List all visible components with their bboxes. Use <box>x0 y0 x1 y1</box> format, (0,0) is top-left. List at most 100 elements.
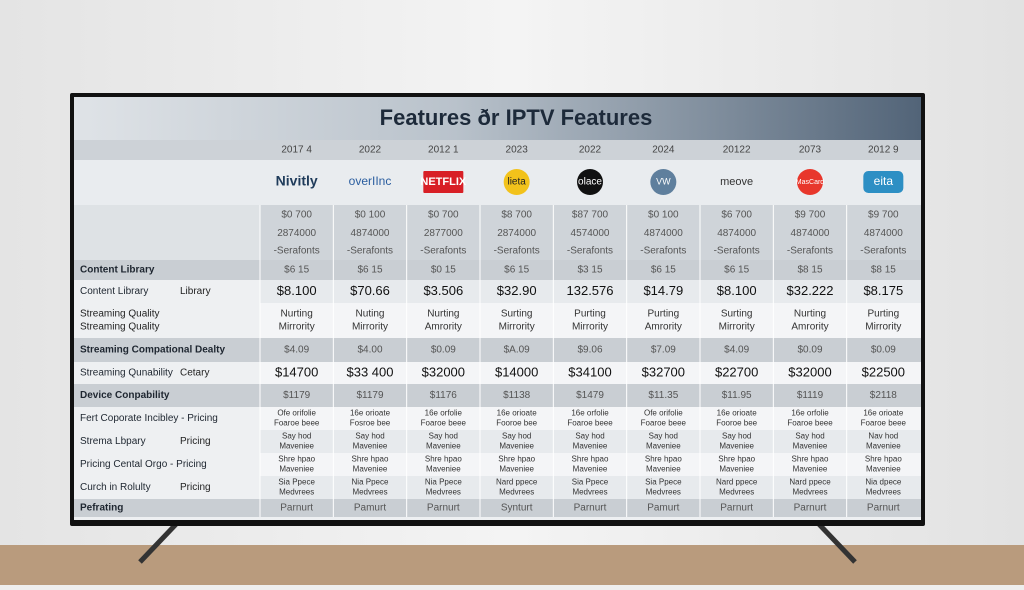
cell: Mirrority <box>719 322 755 333</box>
cell: Ofe orifolie <box>644 409 683 418</box>
cell: Amrority <box>425 322 462 333</box>
row-label-right: Cetary <box>180 368 209 379</box>
cell: $0.09 <box>871 345 896 356</box>
cell: Shre hpao <box>792 455 829 464</box>
cell: Mirrority <box>279 322 315 333</box>
row-bg <box>74 407 921 430</box>
cell: Maveniee <box>646 442 681 451</box>
cell: Say hod <box>429 432 458 441</box>
cell: -Serafonts <box>420 246 466 257</box>
cell: $0 15 <box>431 265 456 276</box>
cell: -Serafonts <box>494 246 540 257</box>
cell: Maveniee <box>793 442 828 451</box>
brand: meove <box>720 176 753 188</box>
row-label: Streaming Qunability <box>80 368 173 379</box>
cell: Purting <box>574 309 606 320</box>
cell: $32.222 <box>787 283 834 298</box>
cell: $4.09 <box>724 345 749 356</box>
cell: Surting <box>721 309 753 320</box>
cell: 4874000 <box>717 228 756 239</box>
cell: Fosroe bee <box>350 419 391 428</box>
row-label: Content Library <box>80 286 148 297</box>
cell: $1179 <box>283 390 311 401</box>
cell: Foaroe beee <box>861 419 907 428</box>
label-cell <box>74 338 260 362</box>
cell: $22500 <box>862 364 905 379</box>
cell: Parnurt <box>574 503 607 514</box>
year: 2012 1 <box>428 145 459 156</box>
cell: Foaroe beee <box>787 419 833 428</box>
cell: $1119 <box>797 390 824 401</box>
stand-left <box>138 518 182 564</box>
cell: Maveniee <box>279 442 314 451</box>
cell: $14700 <box>275 364 318 379</box>
cell: Nurting <box>281 309 313 320</box>
cell: 16e orfolie <box>571 409 609 418</box>
cell: Nia dpece <box>865 478 902 487</box>
cell: $2118 <box>870 390 898 401</box>
cell: $6 700 <box>721 210 752 221</box>
cell: Pamurt <box>354 503 386 514</box>
cell: Maveniee <box>646 465 681 474</box>
cell: $14000 <box>495 364 538 379</box>
cell: Foaroe beee <box>274 419 320 428</box>
label-cell <box>74 384 260 407</box>
cell: $0 700 <box>281 210 312 221</box>
cell: Parnurt <box>280 503 313 514</box>
cell: Shre hpao <box>718 455 755 464</box>
cell: Nurting <box>794 309 826 320</box>
cell: 4874000 <box>791 228 830 239</box>
cell: -Serafonts <box>640 246 686 257</box>
cell: $1179 <box>356 390 384 401</box>
cell: 2877000 <box>424 228 463 239</box>
cell: Nia Ppece <box>352 478 389 487</box>
label-cell <box>74 260 260 280</box>
brand: Nivitly <box>276 173 318 189</box>
cell: Say hod <box>355 432 384 441</box>
cell: 4574000 <box>571 228 610 239</box>
cell: $8.175 <box>863 283 903 298</box>
cell: 16e orioate <box>350 409 391 418</box>
cell: Nuting <box>356 309 385 320</box>
cell: Medvrees <box>499 488 534 497</box>
cell: $87 700 <box>572 210 609 221</box>
label-cell <box>74 205 260 225</box>
cell: $8 700 <box>501 210 532 221</box>
year: 2012 9 <box>868 145 899 156</box>
cell: -Serafonts <box>860 246 906 257</box>
row-label: Pefrating <box>80 503 123 514</box>
cell: -Serafonts <box>787 246 833 257</box>
cell: Maveniee <box>426 442 461 451</box>
cell: Shre hpao <box>865 455 902 464</box>
cell: $3 15 <box>577 265 602 276</box>
cell: $6 15 <box>357 265 382 276</box>
cell: Mirrority <box>865 322 901 333</box>
cell: $32000 <box>788 364 831 379</box>
label-cell <box>74 476 260 499</box>
cell: Maveniee <box>426 465 461 474</box>
logo-circle <box>797 169 823 195</box>
cell: $34100 <box>568 364 611 379</box>
cell: $4.09 <box>284 345 309 356</box>
cell: Maveniee <box>719 442 754 451</box>
cell: $32000 <box>422 364 465 379</box>
cell: $22700 <box>715 364 758 379</box>
row-bg <box>74 384 921 407</box>
cell: Ofe orifolie <box>277 409 316 418</box>
brand: eita <box>874 174 894 188</box>
logo-circle <box>503 169 530 195</box>
cell: -Serafonts <box>274 246 320 257</box>
label-cell <box>74 407 260 430</box>
cell: Medvrees <box>279 488 314 497</box>
cell: Parnurt <box>720 503 753 514</box>
logo-box <box>863 171 904 193</box>
cell: Surting <box>501 309 533 320</box>
label-cell <box>74 225 260 242</box>
cell: Maveniee <box>573 442 608 451</box>
cell: Maveniee <box>279 465 314 474</box>
cell: 16e orioate <box>863 409 904 418</box>
cell: Shre hpao <box>278 455 315 464</box>
stand-right <box>813 518 857 564</box>
cell: 16e orioate <box>497 409 538 418</box>
cell: $32700 <box>642 364 685 379</box>
